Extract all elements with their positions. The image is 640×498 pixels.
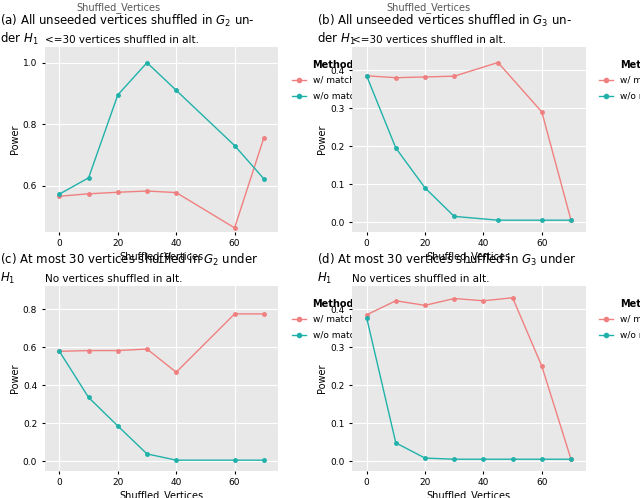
Text: <=30 vertices shuffled in alt.: <=30 vertices shuffled in alt.: [352, 35, 506, 45]
Text: Shuffled_Vertices: Shuffled_Vertices: [387, 2, 471, 13]
Y-axis label: Power: Power: [10, 124, 20, 154]
Text: der $H_1$: der $H_1$: [317, 31, 355, 47]
Text: der $H_1$: der $H_1$: [0, 31, 38, 47]
Legend: w/ matching, w/o matching: w/ matching, w/o matching: [595, 55, 640, 105]
X-axis label: Shuffled_Vertices: Shuffled_Vertices: [120, 251, 204, 262]
Text: (a) All unseeded vertices shuffled in $G_2$ un-: (a) All unseeded vertices shuffled in $G…: [0, 12, 255, 28]
Y-axis label: Power: Power: [317, 364, 327, 393]
Y-axis label: Power: Power: [317, 124, 327, 154]
Text: (b) All unseeded vertices shuffled in $G_3$ un-: (b) All unseeded vertices shuffled in $G…: [317, 12, 572, 28]
Text: No vertices shuffled in alt.: No vertices shuffled in alt.: [352, 274, 490, 284]
Y-axis label: Power: Power: [10, 364, 20, 393]
X-axis label: Shuffled_Vertices: Shuffled_Vertices: [427, 251, 511, 262]
Legend: w/ matching, w/o matching: w/ matching, w/o matching: [287, 55, 379, 105]
X-axis label: Shuffled_Vertices: Shuffled_Vertices: [120, 490, 204, 498]
Text: (d) At most 30 vertices shuffled in $G_3$ under: (d) At most 30 vertices shuffled in $G_3…: [317, 251, 576, 267]
Text: $H_1$: $H_1$: [0, 270, 15, 285]
Text: (c) At most 30 vertices shuffled in $G_2$ under: (c) At most 30 vertices shuffled in $G_2…: [0, 251, 259, 267]
Legend: w/ matching, w/o matching: w/ matching, w/o matching: [287, 294, 379, 344]
X-axis label: Shuffled_Vertices: Shuffled_Vertices: [427, 490, 511, 498]
Text: <=30 vertices shuffled in alt.: <=30 vertices shuffled in alt.: [45, 35, 199, 45]
Text: No vertices shuffled in alt.: No vertices shuffled in alt.: [45, 274, 182, 284]
Legend: w/ matching, w/o matching: w/ matching, w/o matching: [595, 294, 640, 344]
Text: $H_1$: $H_1$: [317, 270, 332, 285]
Text: Shuffled_Vertices: Shuffled_Vertices: [76, 2, 161, 13]
